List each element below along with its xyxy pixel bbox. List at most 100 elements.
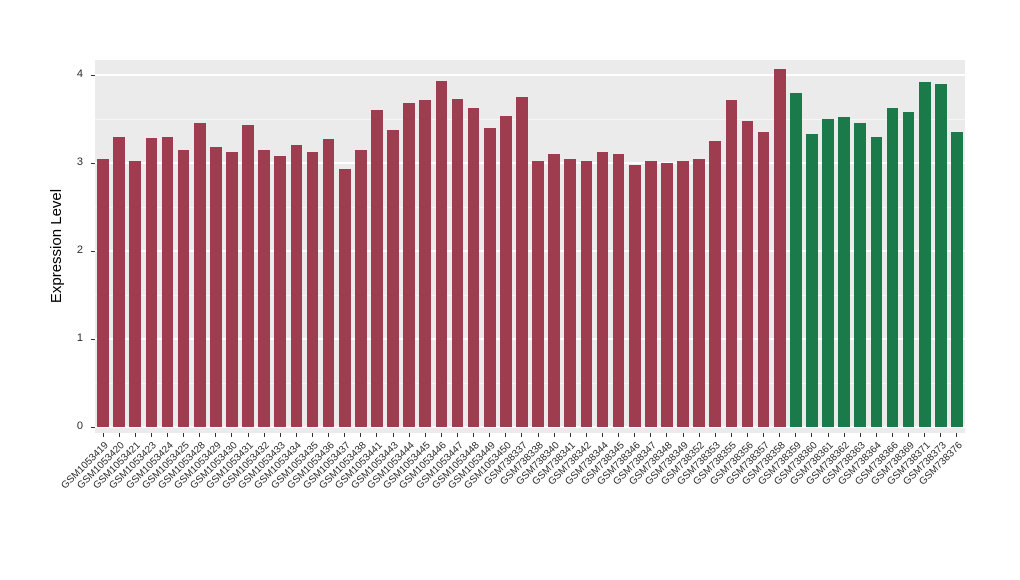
gridline-major — [95, 162, 965, 164]
x-tick-mark — [473, 433, 475, 437]
x-tick-mark — [698, 433, 700, 437]
x-tick-mark — [424, 433, 426, 437]
x-tick-mark — [279, 433, 281, 437]
y-tick-mark — [91, 163, 95, 164]
y-tick-mark — [91, 427, 95, 428]
x-tick-mark — [795, 433, 797, 437]
bar — [419, 99, 432, 427]
bar — [226, 152, 238, 427]
x-tick-mark — [602, 433, 603, 437]
x-tick-mark — [714, 433, 716, 437]
bar — [661, 163, 673, 427]
bar — [773, 68, 786, 427]
x-tick-mark — [569, 433, 571, 437]
bar — [451, 98, 464, 427]
gridline-minor — [95, 119, 965, 120]
x-tick-mark — [924, 433, 926, 437]
x-tick-mark — [585, 433, 587, 437]
x-tick-mark — [763, 433, 765, 437]
x-tick-mark — [521, 433, 523, 437]
y-tick-label: 2 — [76, 244, 83, 256]
bar — [596, 152, 609, 427]
x-tick-mark — [199, 433, 201, 437]
bar — [935, 83, 947, 427]
bar — [403, 103, 415, 427]
gridline-major — [95, 426, 965, 428]
x-tick-mark — [779, 433, 781, 437]
bar — [725, 99, 738, 427]
bar — [886, 108, 899, 427]
x-tick-mark — [295, 433, 297, 437]
bar — [822, 119, 834, 427]
bar — [113, 136, 125, 427]
bar — [693, 158, 705, 427]
bar — [483, 127, 496, 427]
y-tick-label: 0 — [76, 420, 83, 432]
x-tick-mark — [328, 433, 330, 437]
y-tick-label: 3 — [76, 156, 83, 168]
x-tick-mark — [263, 433, 265, 437]
bar — [210, 147, 222, 427]
x-tick-mark — [505, 433, 507, 437]
x-tick-mark — [392, 433, 394, 437]
bar — [806, 133, 818, 427]
x-tick-mark — [650, 433, 652, 437]
x-tick-mark — [231, 433, 233, 437]
x-tick-mark — [537, 433, 539, 437]
bar — [97, 158, 109, 427]
x-tick-mark — [215, 433, 217, 437]
bar — [532, 161, 544, 427]
gridline-major — [95, 74, 965, 76]
bar — [193, 123, 206, 427]
x-tick-mark — [666, 433, 668, 437]
x-tick-mark — [892, 433, 893, 437]
bar — [790, 92, 802, 427]
x-tick-mark — [811, 433, 813, 437]
bar — [387, 130, 399, 427]
x-tick-mark — [908, 433, 910, 437]
bar — [645, 161, 657, 427]
x-tick-mark — [875, 433, 877, 437]
x-tick-mark — [360, 433, 362, 437]
bar — [258, 149, 270, 427]
bar — [628, 164, 641, 427]
plot-panel — [95, 60, 965, 433]
x-tick-mark — [440, 433, 442, 437]
bar — [548, 154, 560, 427]
x-tick-mark — [457, 433, 458, 437]
x-tick-mark — [618, 433, 620, 437]
x-tick-mark — [730, 433, 732, 437]
y-tick-mark — [91, 339, 95, 340]
bar — [290, 145, 303, 427]
bar — [242, 125, 254, 427]
x-tick-mark — [682, 433, 684, 437]
x-tick-mark — [489, 433, 491, 437]
y-axis: 0 1 2 3 4 — [0, 60, 95, 433]
x-tick-mark — [859, 433, 861, 437]
bar — [338, 169, 351, 427]
x-axis: GSM1053419 GSM1053420 GSM1053421 GSM1053423… — [59, 433, 965, 580]
bar — [322, 139, 335, 427]
x-tick-mark — [843, 433, 845, 437]
bar — [516, 97, 528, 427]
y-tick-mark — [91, 75, 95, 76]
x-tick-mark — [118, 433, 120, 437]
x-tick-mark — [634, 433, 636, 437]
bar — [741, 120, 754, 427]
bar — [902, 111, 915, 427]
x-tick-mark — [553, 433, 555, 437]
x-tick-mark — [376, 433, 378, 437]
x-tick-mark — [183, 433, 185, 437]
bar — [612, 154, 625, 427]
x-tick-mark — [956, 433, 958, 437]
bar — [500, 116, 512, 427]
bar — [177, 149, 190, 427]
bar — [709, 141, 722, 427]
bar — [951, 132, 963, 427]
bar — [677, 161, 689, 427]
x-tick-mark — [312, 433, 313, 437]
x-tick-mark — [167, 433, 168, 437]
x-tick-mark — [134, 433, 136, 437]
bar — [371, 110, 383, 427]
